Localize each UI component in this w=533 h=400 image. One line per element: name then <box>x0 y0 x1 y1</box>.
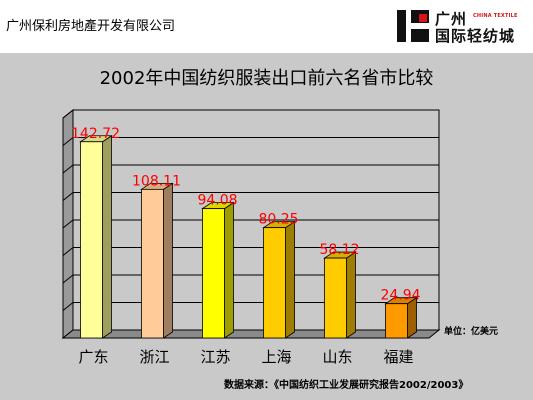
bar <box>141 188 164 339</box>
gridline <box>62 192 439 201</box>
bar <box>202 208 225 339</box>
gridline <box>62 247 439 256</box>
gridline <box>62 302 439 311</box>
gridline <box>62 109 439 119</box>
data-label: 142.72 <box>71 126 120 142</box>
bar-side <box>407 296 417 339</box>
gridline <box>62 274 439 284</box>
x-tick-label: 山东 <box>322 348 352 366</box>
data-label: 80.25 <box>258 212 298 228</box>
gridline <box>62 137 439 146</box>
x-tick-label: 江苏 <box>200 348 230 366</box>
company-name: 广州保利房地產开发有限公司 <box>6 19 176 34</box>
bar-side <box>163 182 173 339</box>
plot-floor <box>61 329 441 339</box>
x-tick-label: 上海 <box>261 348 291 366</box>
bar-side <box>102 135 112 339</box>
data-label: 94.08 <box>197 193 237 209</box>
data-source: 数据来源：《中国纺织工业发展研究报告2002/2003》 <box>224 380 469 391</box>
bar-side <box>224 201 234 339</box>
gridline <box>62 219 439 229</box>
header-banner: 广州保利房地產开发有限公司 广州 CHINA TEXTILE 国际轻纺城 <box>0 0 533 53</box>
bar <box>263 227 286 339</box>
gridline <box>62 164 439 174</box>
data-label: 58.12 <box>319 242 359 258</box>
data-label: 24.94 <box>380 288 420 304</box>
x-tick-label: 福建 <box>383 348 413 366</box>
chart-title: 2002年中国纺织服装出口前六名省市比较 <box>99 68 434 89</box>
data-label: 108.11 <box>132 173 181 189</box>
unit-label: 单位：亿美元 <box>444 327 499 337</box>
bar <box>80 141 103 339</box>
logo-text-top: 广州 <box>435 10 468 28</box>
logo-mark-icon <box>397 10 429 42</box>
bar-side <box>285 220 295 339</box>
logo-text-english: CHINA TEXTILE <box>473 13 518 19</box>
bar-side <box>346 251 356 339</box>
brand-logo: 广州 CHINA TEXTILE 国际轻纺城 <box>397 8 527 45</box>
bar <box>324 257 347 339</box>
x-tick-label: 浙江 <box>139 348 169 366</box>
x-tick-label: 广东 <box>78 348 108 366</box>
logo-text-bottom: 国际轻纺城 <box>435 27 516 45</box>
bar <box>385 303 408 339</box>
